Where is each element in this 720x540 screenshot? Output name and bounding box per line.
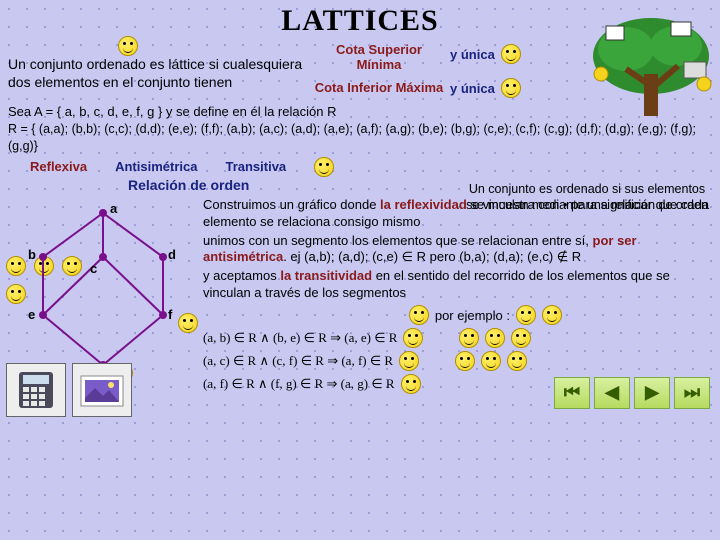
calculator-icon xyxy=(6,363,66,417)
node-d: d xyxy=(168,247,176,262)
side-note: Un conjunto es ordenado si sus elementos… xyxy=(462,182,712,213)
arrow-last[interactable]: ⏭ xyxy=(674,377,710,409)
footer-icons xyxy=(6,363,132,417)
smiley-icon xyxy=(485,328,505,348)
smiley-icon xyxy=(501,78,521,98)
node-e: e xyxy=(28,307,35,322)
smiley-icon xyxy=(511,328,531,348)
prop-reflexiva: Reflexiva xyxy=(30,159,87,174)
node-a: a xyxy=(110,201,117,216)
arrow-prev[interactable]: ◀ xyxy=(594,377,630,409)
arrow-first[interactable]: ⏮ xyxy=(554,377,590,409)
smiley-icon xyxy=(118,36,138,56)
smiley-icon xyxy=(501,44,521,64)
header-block: Un conjunto ordenado es láttice si cuale… xyxy=(8,40,712,102)
para-trans: y aceptamos la transitividad en el senti… xyxy=(203,268,712,302)
node-b: b xyxy=(28,247,36,262)
eq-1: (a, b) ∈ R ∧ (b, e) ∈ R ⇒ (a, e) ∈ R xyxy=(203,330,397,346)
relation-r: R = { (a,a); (b,b); (c,c); (d,d); (e,e);… xyxy=(8,121,712,155)
smiley-icon xyxy=(399,351,419,371)
smiley-icon xyxy=(507,351,527,371)
prop-antisimetrica: Antisimétrica xyxy=(115,159,197,174)
prop-transitiva: Transitiva xyxy=(225,159,286,174)
eq-2: (a, c) ∈ R ∧ (c, f) ∈ R ⇒ (a, f) ∈ R xyxy=(203,353,393,369)
smiley-icon xyxy=(481,351,501,371)
intro-text: Un conjunto ordenado es láttice si cuale… xyxy=(8,40,308,91)
smiley-icon xyxy=(542,305,562,325)
smiley-icon xyxy=(409,305,429,325)
smiley-icon xyxy=(455,351,475,371)
tree-illustration xyxy=(586,14,716,124)
arrow-next[interactable]: ▶ xyxy=(634,377,670,409)
smiley-icon xyxy=(401,374,421,394)
por-ejemplo: por ejemplo : xyxy=(435,308,510,323)
smiley-icon xyxy=(516,305,536,325)
y-unica-1: y única xyxy=(450,47,495,62)
photo-icon xyxy=(72,363,132,417)
node-c: c xyxy=(90,261,97,276)
nav-arrows[interactable]: ⏮ ◀ ▶ ⏭ xyxy=(554,377,710,409)
smiley-icon xyxy=(178,313,198,333)
para-anti: unimos con un segmento los elementos que… xyxy=(203,233,712,267)
smiley-icon xyxy=(403,328,423,348)
eq-3: (a, f) ∈ R ∧ (f, g) ∈ R ⇒ (a, g) ∈ R xyxy=(203,376,395,392)
smiley-icon xyxy=(459,328,479,348)
cota-superior: Cota Superior Mínima xyxy=(314,42,444,72)
node-f: f xyxy=(168,307,172,322)
y-unica-2: y única xyxy=(450,81,495,96)
smiley-icon xyxy=(314,157,334,177)
cota-inferior: Cota Inferior Máxima xyxy=(314,80,444,95)
